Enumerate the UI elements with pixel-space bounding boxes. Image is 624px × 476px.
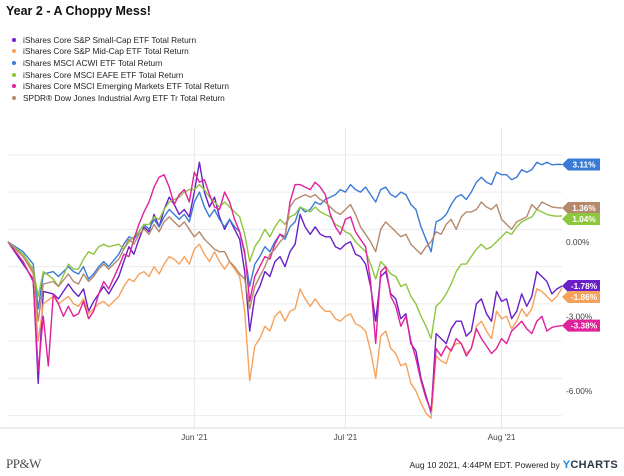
timestamp-text: Aug 10 2021, 4:44PM EDT. Powered by bbox=[409, 460, 560, 470]
legend-item[interactable]: iShares Core S&P Mid-Cap ETF Total Retur… bbox=[12, 46, 229, 58]
x-tick-label: Jul '21 bbox=[334, 432, 358, 442]
y-tick-label: 0.00% bbox=[566, 237, 590, 247]
legend-marker bbox=[12, 84, 16, 89]
end-value-badge: -3.38% bbox=[562, 319, 600, 332]
legend-label: iShares Core MSCI EAFE ETF Total Return bbox=[23, 69, 184, 80]
y-axis-ticks: 0.00% -3.00% -6.00% bbox=[566, 237, 593, 396]
end-value-label: -1.78% bbox=[571, 281, 598, 291]
legend: iShares Core S&P Small-Cap ETF Total Ret… bbox=[12, 34, 229, 104]
footer-attribution: Aug 10 2021, 4:44PM EDT. Powered by YCHA… bbox=[409, 459, 618, 471]
legend-label: iShares Core S&P Mid-Cap ETF Total Retur… bbox=[23, 46, 189, 57]
ppw-logo: PP&W bbox=[6, 456, 41, 472]
ycharts-logo[interactable]: YCHARTS bbox=[563, 459, 618, 471]
end-value-badge-shape bbox=[562, 290, 600, 303]
end-value-label: 3.11% bbox=[572, 160, 596, 170]
legend-label: iShares Core MSCI Emerging Markets ETF T… bbox=[23, 81, 229, 92]
legend-marker bbox=[12, 72, 16, 77]
end-value-badge: 1.36% bbox=[562, 201, 600, 214]
legend-label: iShares MSCI ACWI ETF Total Return bbox=[23, 57, 163, 68]
end-value-labels: 3.11% 1.36%1.04% -1.78%-1.86% -3.38% bbox=[562, 158, 600, 332]
end-value-badge: 3.11% bbox=[562, 158, 600, 171]
end-value-label: 1.04% bbox=[572, 214, 596, 224]
series-line bbox=[7, 193, 563, 322]
y-tick-label: -6.00% bbox=[566, 386, 593, 396]
legend-marker bbox=[12, 37, 16, 42]
x-tick-label: Jun '21 bbox=[181, 432, 208, 442]
legend-item[interactable]: iShares MSCI ACWI ETF Total Return bbox=[12, 57, 229, 69]
end-value-badge-shape bbox=[562, 319, 600, 332]
legend-item[interactable]: SPDR® Dow Jones Industrial Avrg ETF Tr T… bbox=[12, 92, 229, 104]
series-line bbox=[7, 241, 563, 419]
legend-marker bbox=[12, 49, 16, 54]
series-lines bbox=[7, 161, 563, 419]
series-line bbox=[7, 161, 563, 414]
ycharts-logo-y: Y bbox=[562, 459, 571, 471]
legend-marker bbox=[12, 60, 16, 65]
x-tick-label: Aug '21 bbox=[488, 432, 516, 442]
legend-label: SPDR® Dow Jones Industrial Avrg ETF Tr T… bbox=[23, 92, 225, 103]
legend-item[interactable]: iShares Core S&P Small-Cap ETF Total Ret… bbox=[12, 34, 229, 46]
logo-text: PP&W bbox=[6, 456, 41, 471]
end-value-badge-shape bbox=[562, 158, 600, 171]
legend-label: iShares Core S&P Small-Cap ETF Total Ret… bbox=[23, 34, 197, 45]
legend-item[interactable]: iShares Core MSCI Emerging Markets ETF T… bbox=[12, 80, 229, 92]
end-value-badge: -1.86% bbox=[562, 290, 600, 303]
y-tick-label: -3.00% bbox=[566, 311, 593, 321]
legend-marker bbox=[12, 95, 16, 100]
end-value-badge-shape bbox=[562, 212, 600, 225]
end-value-badge-shape bbox=[562, 201, 600, 214]
series-line bbox=[7, 171, 563, 412]
end-value-badge: 1.04% bbox=[562, 212, 600, 225]
end-value-badge-shape bbox=[562, 279, 600, 292]
end-value-badge: -1.78% bbox=[562, 279, 600, 292]
chart-title: Year 2 - A Choppy Mess! bbox=[6, 4, 151, 18]
legend-item[interactable]: iShares Core MSCI EAFE ETF Total Return bbox=[12, 69, 229, 81]
x-axis-ticks: Jun '21 Jul '21 Aug '21 bbox=[181, 432, 516, 442]
end-value-label: 1.36% bbox=[572, 203, 596, 213]
ycharts-logo-text: CHARTS bbox=[570, 459, 618, 471]
end-value-label: -3.38% bbox=[571, 321, 598, 331]
end-value-label: -1.86% bbox=[571, 292, 598, 302]
grid bbox=[0, 128, 624, 429]
